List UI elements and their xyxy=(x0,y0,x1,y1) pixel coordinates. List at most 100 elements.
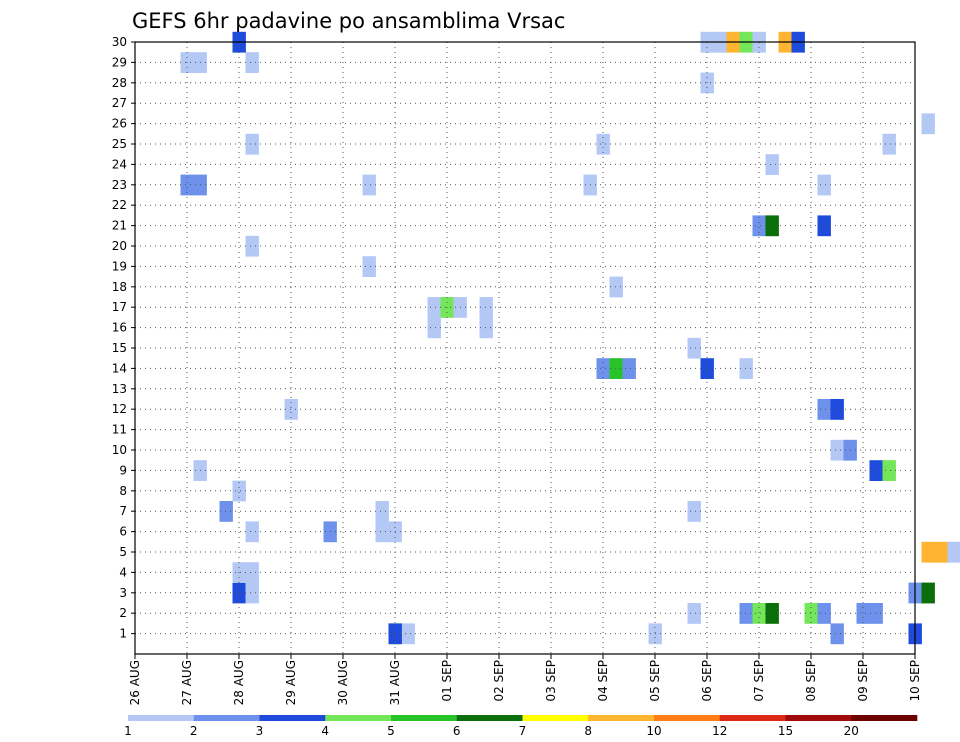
y-tick-label: 17 xyxy=(112,300,127,314)
x-tick-label: 02 SEP xyxy=(492,660,506,702)
heatmap-cell xyxy=(245,235,259,257)
y-tick-label: 27 xyxy=(112,96,127,110)
heatmap-cell xyxy=(245,562,259,583)
y-tick-label: 4 xyxy=(119,565,127,579)
cells-layer xyxy=(180,31,960,645)
y-tick-label: 11 xyxy=(112,423,127,437)
y-tick-label: 19 xyxy=(112,259,127,273)
x-tick-label: 31 AUG xyxy=(388,660,402,705)
y-tick-label: 16 xyxy=(112,321,127,335)
heatmap-cell xyxy=(752,215,766,237)
y-tick-label: 24 xyxy=(112,157,127,171)
y-tick-label: 23 xyxy=(112,178,127,192)
colorbar-label: 3 xyxy=(256,724,264,738)
x-tick-label: 28 AUG xyxy=(232,660,246,705)
heatmap-cell xyxy=(882,460,896,481)
y-tick-label: 14 xyxy=(112,361,127,375)
colorbar-swatch xyxy=(128,715,195,721)
y-tick-label: 9 xyxy=(119,463,127,477)
heatmap-cell xyxy=(869,460,883,481)
x-tick-label: 04 SEP xyxy=(596,660,610,702)
heatmap-cell xyxy=(921,541,935,563)
heatmap-cell xyxy=(362,174,376,196)
heatmap-cell xyxy=(596,358,610,379)
colorbar-label: 20 xyxy=(844,724,859,738)
heatmap-cell xyxy=(765,603,779,624)
colorbar-label: 6 xyxy=(453,724,461,738)
y-tick-label: 15 xyxy=(112,341,127,355)
colorbar-swatch xyxy=(259,715,326,721)
y-tick-label: 21 xyxy=(112,219,127,233)
heatmap-cell xyxy=(245,52,259,73)
colorbar-swatch xyxy=(391,715,458,721)
x-tick-label: 27 AUG xyxy=(180,660,194,705)
heatmap-cell xyxy=(427,317,441,339)
heatmap-cell xyxy=(752,603,766,624)
y-tick-label: 25 xyxy=(112,137,127,151)
x-tick-label: 01 SEP xyxy=(440,660,454,702)
x-tick-label: 26 AUG xyxy=(128,660,142,705)
heatmap-cell xyxy=(921,113,935,135)
heatmap-cell xyxy=(687,501,701,522)
y-tick-label: 1 xyxy=(119,627,127,641)
heatmap-cell xyxy=(700,358,714,379)
colorbar: 1 2 3 4 5 6 7 8 10 12 15 20 xyxy=(124,715,918,738)
heatmap-cell xyxy=(596,133,610,155)
colorbar-swatch xyxy=(851,715,918,721)
heatmap-cell xyxy=(921,582,935,604)
heatmap-cell xyxy=(219,501,233,522)
heatmap-cell xyxy=(739,603,753,624)
x-tick-label: 09 SEP xyxy=(856,660,870,702)
heatmap-cell xyxy=(804,603,818,624)
heatmap-cell xyxy=(245,582,259,604)
heatmap-cell xyxy=(765,215,779,237)
y-tick-label: 30 xyxy=(112,35,127,49)
heatmap-cell xyxy=(609,358,623,379)
x-tick-label: 10 SEP xyxy=(908,660,922,702)
heatmap-cell xyxy=(375,501,389,522)
y-tick-label: 6 xyxy=(119,525,127,539)
colorbar-swatch xyxy=(785,715,852,721)
y-tick-label: 20 xyxy=(112,239,127,253)
colorbar-swatch xyxy=(456,715,523,721)
colorbar-label: 7 xyxy=(519,724,527,738)
y-axis: 1234567891011121314151617181920212223242… xyxy=(112,35,135,641)
colorbar-label: 10 xyxy=(646,724,661,738)
heatmap-cell xyxy=(830,623,844,645)
heatmap-cell xyxy=(830,439,844,461)
colorbar-label: 5 xyxy=(387,724,395,738)
heatmap-cell xyxy=(947,541,960,563)
heatmap-cell xyxy=(375,521,389,543)
y-tick-label: 18 xyxy=(112,280,127,294)
colorbar-label: 1 xyxy=(124,724,132,738)
heatmap-cell xyxy=(869,603,883,624)
heatmap-cell xyxy=(856,603,870,624)
colorbar-label: 8 xyxy=(584,724,592,738)
colorbar-swatch xyxy=(588,715,655,721)
x-tick-label: 30 AUG xyxy=(336,660,350,705)
y-tick-label: 3 xyxy=(119,586,127,600)
y-tick-label: 22 xyxy=(112,198,127,212)
heatmap-cell xyxy=(401,623,415,645)
heatmap-cell xyxy=(882,133,896,155)
x-axis: 26 AUG 27 AUG 28 AUG 29 AUG 30 AUG 31 AUG 01 S… xyxy=(128,654,922,705)
heatmap-cell xyxy=(245,133,259,155)
heatmap-cell xyxy=(687,603,701,624)
heatmap-cell xyxy=(609,276,623,298)
heatmap-cell xyxy=(479,317,493,339)
heatmap-cell xyxy=(830,399,844,420)
heatmap-cell xyxy=(934,541,948,563)
heatmap-cell xyxy=(232,480,246,502)
heatmap-cell xyxy=(817,174,831,196)
x-tick-label: 08 SEP xyxy=(804,660,818,702)
colorbar-label: 15 xyxy=(778,724,793,738)
chart-title: GEFS 6hr padavine po ansamblima Vrsac xyxy=(132,9,565,33)
heatmap-cell xyxy=(739,358,753,379)
heatmap-cell xyxy=(362,256,376,277)
y-tick-label: 28 xyxy=(112,76,127,90)
colorbar-label: 2 xyxy=(190,724,198,738)
heatmap-cell xyxy=(479,297,493,318)
heatmap-cell xyxy=(245,521,259,543)
y-tick-label: 10 xyxy=(112,443,127,457)
